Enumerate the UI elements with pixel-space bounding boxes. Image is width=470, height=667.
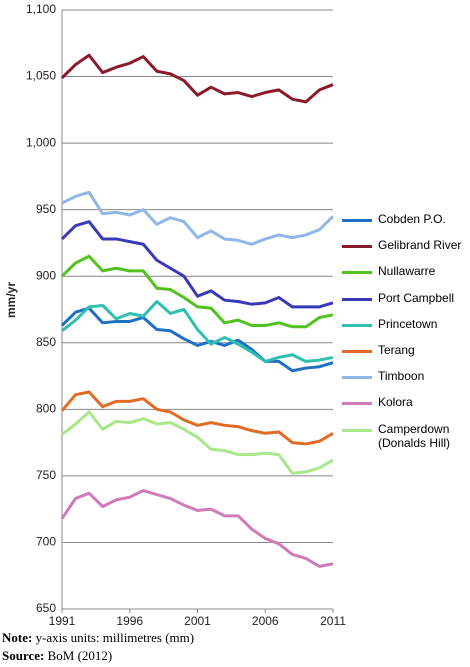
x-tick-label: 1996 <box>116 614 143 628</box>
y-tick-label: 950 <box>36 202 56 216</box>
series-line <box>60 53 334 104</box>
legend-swatch <box>342 297 372 301</box>
legend-item: Terang <box>342 343 468 369</box>
legend-item: Timboon <box>342 369 468 395</box>
series-line <box>61 410 334 475</box>
legend-swatch <box>342 323 372 327</box>
legend-swatch <box>342 402 372 406</box>
y-tick-label: 1,050 <box>26 69 56 83</box>
legend-item: Gelibrand River <box>342 238 468 264</box>
legend-item: Nullawarre <box>342 264 468 290</box>
series-line <box>60 489 334 568</box>
legend-swatch <box>342 245 372 249</box>
legend-swatch <box>342 271 372 275</box>
series-line <box>60 220 334 309</box>
legend-item: Port Campbell <box>342 291 468 317</box>
legend-label: Camperdown (Donalds Hill) <box>378 421 451 450</box>
y-axis-label: mm/yr <box>4 282 18 318</box>
y-tick-label: 800 <box>36 402 56 416</box>
legend-label: Port Campbell <box>378 290 455 305</box>
legend-item: Kolora <box>342 395 468 421</box>
legend-item: Camperdown (Donalds Hill) <box>342 421 468 450</box>
x-tick-label: 2006 <box>252 614 279 628</box>
legend-label: Timboon <box>378 369 425 384</box>
legend-swatch <box>342 376 372 380</box>
x-tick-label: 2011 <box>320 614 346 628</box>
legend-item: Princetown <box>342 317 468 343</box>
legend-label: Gelibrand River <box>378 238 462 253</box>
series-line <box>60 254 334 329</box>
series-line <box>61 300 334 363</box>
x-tick-label: 1991 <box>49 614 76 628</box>
legend-label: Cobden P.O. <box>378 212 446 226</box>
y-tick-label: 750 <box>36 468 56 482</box>
source: Source: BoM (2012) <box>2 648 112 664</box>
y-tick-label: 1,100 <box>26 2 56 16</box>
legend-label: Nullawarre <box>378 264 436 279</box>
legend-label: Kolora <box>378 395 413 410</box>
source-label: Source: <box>2 648 45 663</box>
chart: mm/yr 650 700 750 800 850 900 950 1,000 1,050 1,1… <box>4 2 346 628</box>
legend: Cobden P.O. Gelibrand River Nullawarre Port… <box>342 212 468 450</box>
legend-label: Terang <box>378 342 415 357</box>
legend-label: Princetown <box>378 316 438 331</box>
note-label: Note: <box>2 630 33 645</box>
y-tick-label: 900 <box>36 268 56 282</box>
y-tick-label: 700 <box>36 535 56 549</box>
note: Note: y-axis units: millimetres (mm) <box>2 630 194 646</box>
source-text: BoM (2012) <box>47 648 113 663</box>
legend-item: Cobden P.O. <box>342 212 468 238</box>
series-line <box>61 190 335 246</box>
y-tick-label: 1,000 <box>26 135 56 149</box>
y-tick-label: 850 <box>36 335 56 349</box>
series-line <box>60 306 334 373</box>
y-tick-label: 650 <box>36 601 56 615</box>
legend-swatch <box>342 428 372 432</box>
note-text: y-axis units: millimetres (mm) <box>35 630 195 645</box>
legend-swatch <box>342 219 372 222</box>
series-line <box>60 390 334 446</box>
legend-swatch <box>342 349 372 353</box>
x-tick-label: 2001 <box>184 614 211 628</box>
